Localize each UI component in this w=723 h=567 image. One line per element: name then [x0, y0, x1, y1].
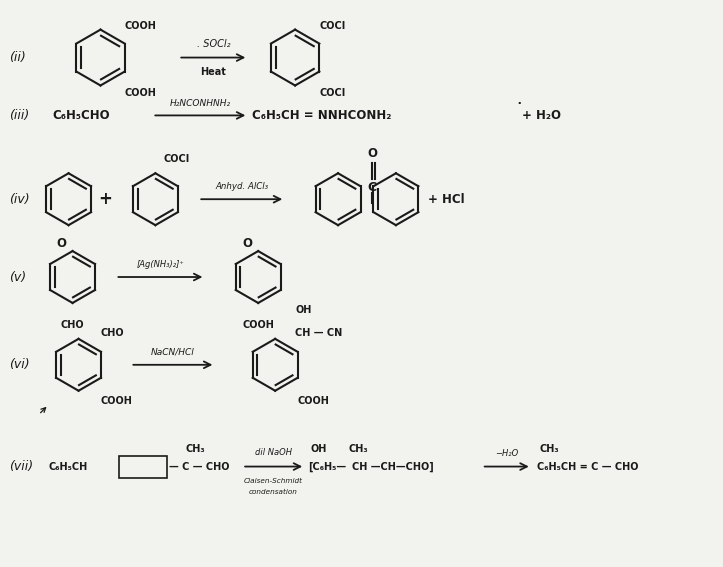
Text: COOH: COOH: [242, 320, 274, 330]
Text: (vi): (vi): [9, 358, 30, 371]
Text: (v): (v): [9, 270, 26, 284]
Text: COOH: COOH: [100, 396, 132, 406]
Text: Anhyd. AlCl₃: Anhyd. AlCl₃: [215, 182, 269, 191]
Text: + H₂O: + H₂O: [522, 109, 561, 122]
Text: O + H₂: O + H₂: [126, 462, 161, 472]
Text: O: O: [367, 147, 377, 160]
Text: dil NaOH: dil NaOH: [254, 448, 291, 457]
Text: OH: OH: [310, 443, 327, 454]
Text: condensation: condensation: [249, 489, 298, 496]
Text: . SOCl₂: . SOCl₂: [197, 39, 230, 49]
Text: C₆H₅CH = C — CHO: C₆H₅CH = C — CHO: [536, 462, 638, 472]
Text: (iii): (iii): [9, 109, 29, 122]
Text: (ii): (ii): [9, 51, 25, 64]
Text: ˙: ˙: [515, 103, 523, 118]
Text: [Ag(NH₃)₂]⁺: [Ag(NH₃)₂]⁺: [137, 260, 184, 269]
Text: CHO: CHO: [61, 320, 84, 330]
Text: O: O: [242, 236, 252, 249]
Text: COCl: COCl: [163, 154, 189, 164]
Text: +: +: [98, 190, 113, 208]
Text: — C — CHO: — C — CHO: [169, 462, 230, 472]
FancyBboxPatch shape: [119, 455, 167, 477]
Text: CH₃: CH₃: [348, 443, 368, 454]
Text: CHO: CHO: [100, 328, 124, 338]
Text: −H₂O: −H₂O: [495, 449, 518, 458]
Text: OH: OH: [295, 305, 312, 315]
Text: C₆H₅CHO: C₆H₅CHO: [53, 109, 110, 122]
Text: CH₃: CH₃: [539, 443, 560, 454]
Text: C₆H₅CH = NNHCONH₂: C₆H₅CH = NNHCONH₂: [252, 109, 392, 122]
Text: Heat: Heat: [200, 66, 226, 77]
Text: C: C: [367, 181, 377, 194]
Text: COOH: COOH: [124, 88, 156, 99]
Text: (vii): (vii): [9, 460, 33, 473]
Text: H₂NCONHNH₂: H₂NCONHNH₂: [170, 99, 231, 108]
Text: CH —CH—CHO]: CH —CH—CHO]: [352, 462, 434, 472]
Text: COOH: COOH: [297, 396, 329, 406]
Text: O: O: [56, 236, 67, 249]
Text: NaCN/HCl: NaCN/HCl: [150, 348, 194, 356]
Text: C₆H₅CH: C₆H₅CH: [48, 462, 88, 472]
Text: COCl: COCl: [319, 20, 346, 31]
Text: + HCl: + HCl: [428, 193, 464, 206]
Text: COOH: COOH: [124, 20, 156, 31]
Text: COCl: COCl: [319, 88, 346, 99]
Text: [C₆H₅—: [C₆H₅—: [308, 462, 346, 472]
Text: Claisen-Schmidt: Claisen-Schmidt: [244, 477, 303, 484]
Text: CH — CN: CH — CN: [295, 328, 343, 338]
Text: (iv): (iv): [9, 193, 30, 206]
Text: CH₃: CH₃: [185, 443, 205, 454]
